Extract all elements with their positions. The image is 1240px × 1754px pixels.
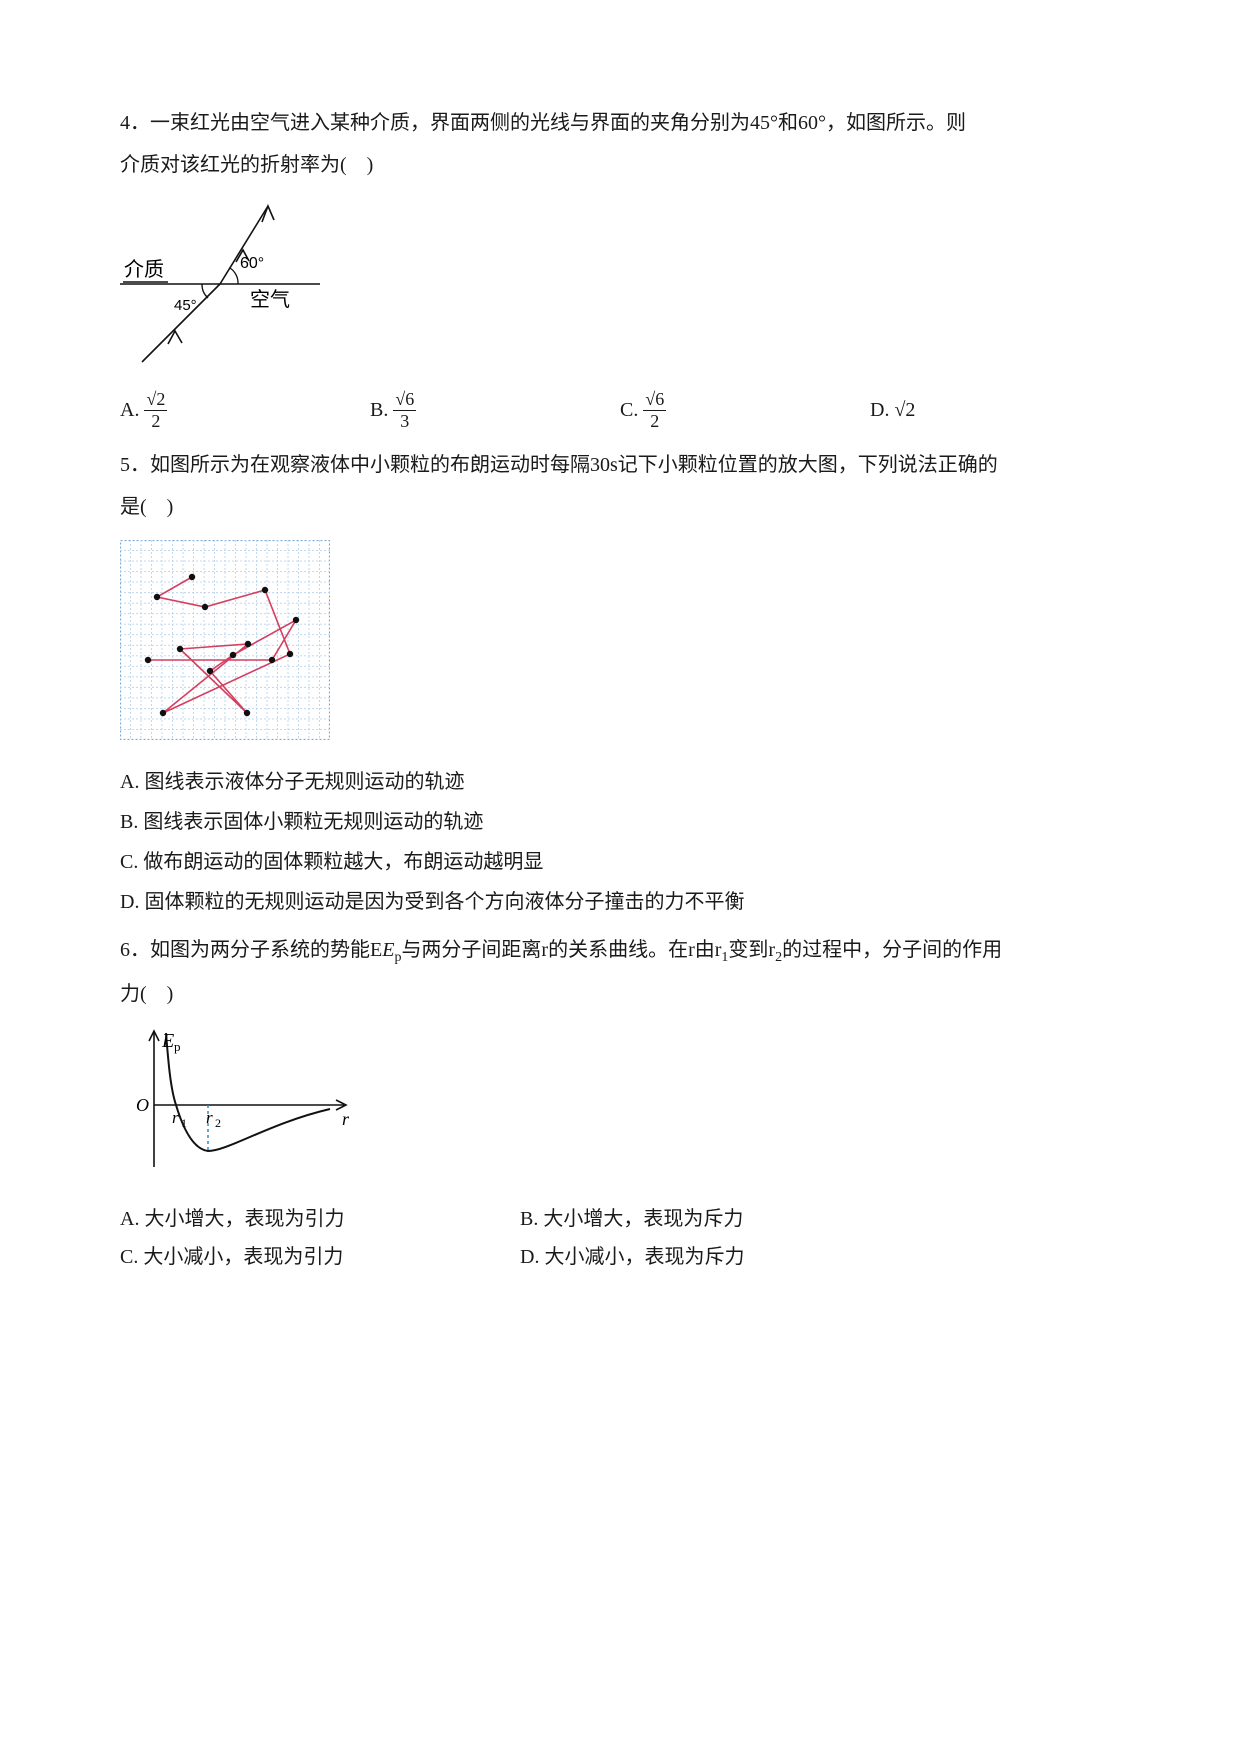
option-letter: A.: [120, 399, 144, 421]
q4-label-medium: 介质: [124, 258, 164, 281]
option-letter: D.: [870, 399, 894, 421]
q4-number: 4．: [120, 112, 150, 134]
q5-option-b: B. 图线表示固体小颗粒无规则运动的轨迹: [120, 803, 1120, 841]
q6-option-b: B. 大小增大，表现为斥力: [520, 1200, 920, 1238]
svg-text:O: O: [136, 1095, 149, 1115]
q4-label-air: 空气: [250, 288, 290, 311]
fraction-icon: √6 3: [393, 390, 416, 431]
q6-number: 6．: [120, 939, 150, 961]
fraction-icon: √6 2: [643, 390, 666, 431]
q6-figure: EpOr1r2r: [120, 1027, 1120, 1190]
q6-stem: 6．如图为两分子系统的势能EEp与两分子间距离r的关系曲线。在r由r1变到r2的…: [120, 931, 1120, 972]
fraction-icon: √2 2: [144, 390, 167, 431]
q5-option-d: D. 固体颗粒的无规则运动是因为受到各个方向液体分子撞击的力不平衡: [120, 883, 1120, 921]
svg-text:E: E: [161, 1030, 174, 1052]
q5-stem-line1: 如图所示为在观察液体中小颗粒的布朗运动时每隔30s记下小颗粒位置的放大图，下列说…: [150, 454, 998, 476]
q6-option-c: C. 大小减小，表现为引力: [120, 1238, 520, 1276]
q4-figure: 介质 空气 60° 45°: [120, 198, 1120, 381]
page: 4．一束红光由空气进入某种介质，界面两侧的光线与界面的夹角分别为45°和60°，…: [120, 0, 1120, 1356]
q6-stem-line2: 力( ): [120, 975, 1120, 1013]
option-letter: B.: [370, 399, 393, 421]
q4-option-c: C. √6 2: [620, 391, 870, 432]
q5-stem: 5．如图所示为在观察液体中小颗粒的布朗运动时每隔30s记下小颗粒位置的放大图，下…: [120, 446, 1120, 484]
svg-text:2: 2: [215, 1116, 221, 1130]
q5-option-a: A. 图线表示液体分子无规则运动的轨迹: [120, 763, 1120, 801]
q5-number: 5．: [120, 454, 150, 476]
svg-text:p: p: [174, 1039, 181, 1054]
q5-option-c: C. 做布朗运动的固体颗粒越大，布朗运动越明显: [120, 843, 1120, 881]
option-letter: C.: [620, 399, 643, 421]
q5-figure: [120, 540, 1120, 753]
q4-option-b: B. √6 3: [370, 391, 620, 432]
q4-stem: 4．一束红光由空气进入某种介质，界面两侧的光线与界面的夹角分别为45°和60°，…: [120, 104, 1120, 142]
q5-options: A. 图线表示液体分子无规则运动的轨迹 B. 图线表示固体小颗粒无规则运动的轨迹…: [120, 763, 1120, 921]
svg-text:r: r: [342, 1109, 350, 1129]
q5-brownian-diagram: [120, 540, 330, 740]
svg-text:r: r: [206, 1108, 213, 1127]
svg-text:r: r: [172, 1108, 179, 1127]
q5-stem-line2: 是( ): [120, 488, 1120, 526]
q6-option-a: A. 大小增大，表现为引力: [120, 1200, 520, 1238]
q4-option-a: A. √2 2: [120, 391, 370, 432]
q4-options: A. √2 2 B. √6 3 C. √6 2 D. √2: [120, 391, 1120, 432]
q4-angle-45: 45°: [174, 297, 197, 314]
q4-stem-line1: 一束红光由空气进入某种介质，界面两侧的光线与界面的夹角分别为45°和60°，如图…: [150, 112, 966, 134]
q4-stem-line2: 介质对该红光的折射率为( ): [120, 146, 1120, 184]
svg-text:1: 1: [181, 1116, 187, 1130]
sqrt-value: √2: [894, 399, 915, 421]
q6-potential-energy-diagram: EpOr1r2r: [120, 1027, 360, 1177]
q6-option-d: D. 大小减小，表现为斥力: [520, 1238, 920, 1276]
q6-options: A. 大小增大，表现为引力 B. 大小增大，表现为斥力 C. 大小减小，表现为引…: [120, 1200, 1120, 1276]
q4-angle-60: 60°: [240, 255, 264, 272]
q4-option-d: D. √2: [870, 391, 1120, 432]
q4-refraction-diagram: 介质 空气 60° 45°: [120, 198, 350, 368]
